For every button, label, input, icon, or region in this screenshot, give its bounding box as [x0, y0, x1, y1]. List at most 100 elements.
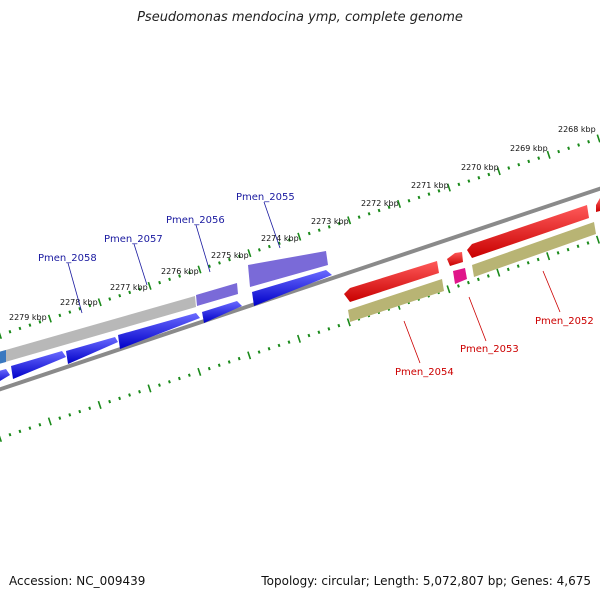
- major-tick: [197, 265, 202, 274]
- gene-label-pmen-2058: Pmen_2058: [38, 253, 97, 264]
- minor-tick: [257, 350, 261, 354]
- major-tick: [0, 435, 3, 443]
- scale-label: 2275 kbp: [211, 251, 249, 260]
- minor-tick: [516, 264, 520, 268]
- major-tick: [0, 332, 3, 340]
- major-tick: [446, 183, 451, 192]
- minor-tick: [228, 257, 231, 262]
- leader-line: [67, 262, 83, 314]
- minor-tick: [78, 307, 82, 311]
- major-tick: [596, 134, 600, 143]
- minor-tick: [327, 327, 331, 331]
- scale-label: 2272 kbp: [361, 199, 399, 208]
- minor-tick: [128, 290, 132, 295]
- minor-tick: [88, 406, 92, 410]
- minor-tick: [466, 280, 470, 285]
- minor-tick: [118, 396, 122, 401]
- scale-label: 2277 kbp: [110, 283, 148, 292]
- minor-tick: [536, 257, 540, 262]
- minor-tick: [267, 244, 271, 249]
- leader-line: [468, 296, 487, 342]
- minor-tick: [307, 333, 311, 338]
- minor-tick: [477, 176, 481, 180]
- major-tick: [595, 235, 600, 244]
- cds-arrow: [0, 369, 10, 381]
- minor-tick: [38, 423, 42, 427]
- minor-tick: [476, 277, 480, 282]
- minor-tick: [138, 287, 142, 291]
- minor-tick: [577, 143, 581, 147]
- minor-tick: [118, 293, 122, 298]
- minor-tick: [267, 347, 271, 351]
- minor-tick: [317, 228, 321, 232]
- minor-tick: [108, 297, 112, 301]
- minor-tick: [387, 205, 391, 209]
- minor-tick: [567, 146, 571, 151]
- minor-tick: [218, 261, 221, 265]
- blue-block-left: [0, 350, 6, 364]
- minor-tick: [78, 409, 82, 414]
- minor-tick: [507, 166, 511, 170]
- major-tick: [446, 285, 451, 294]
- minor-tick: [28, 426, 32, 430]
- minor-tick: [327, 225, 331, 229]
- minor-tick: [556, 251, 560, 255]
- minor-tick: [18, 429, 22, 434]
- cds-arrow: [252, 270, 332, 306]
- pmen-2056-feature: [196, 283, 238, 306]
- minor-tick: [277, 343, 281, 348]
- leader-line: [403, 320, 421, 364]
- minor-tick: [337, 323, 341, 328]
- minor-tick: [517, 162, 521, 167]
- scale-label: 2269 kbp: [510, 144, 548, 153]
- minor-tick: [407, 198, 411, 203]
- major-tick: [397, 199, 402, 209]
- olive-block-feature: [472, 222, 596, 277]
- minor-tick: [8, 329, 12, 334]
- minor-tick: [108, 399, 112, 404]
- minor-tick: [417, 195, 421, 200]
- leader-line: [195, 224, 211, 273]
- minor-tick: [277, 241, 281, 246]
- minor-tick: [8, 432, 12, 437]
- reverse-strand-features: [344, 198, 600, 322]
- major-tick: [296, 334, 302, 343]
- cds-arrow: [66, 337, 118, 364]
- major-tick: [297, 232, 302, 241]
- major-tick: [496, 167, 501, 176]
- minor-tick: [177, 376, 181, 381]
- minor-tick: [58, 313, 62, 318]
- minor-tick: [357, 215, 361, 219]
- minor-tick: [257, 248, 261, 252]
- minor-tick: [427, 192, 431, 196]
- pmen-2055-feature: [248, 251, 328, 287]
- minor-tick: [158, 280, 162, 285]
- cds-arrow: [467, 205, 589, 258]
- major-tick: [247, 249, 252, 258]
- minor-tick: [537, 156, 541, 160]
- minor-tick: [237, 356, 241, 361]
- major-tick: [147, 384, 152, 393]
- genome-backbone: [0, 186, 600, 392]
- gene-label-pmen-2053: Pmen_2053: [460, 344, 519, 355]
- minor-tick: [367, 212, 371, 216]
- minor-tick: [28, 323, 32, 327]
- major-tick: [197, 367, 202, 376]
- minor-tick: [128, 393, 131, 397]
- minor-tick: [526, 261, 530, 265]
- minor-tick: [437, 189, 441, 193]
- major-tick: [47, 417, 52, 426]
- minor-tick: [168, 277, 172, 282]
- inner-scale-ticks: [0, 235, 600, 443]
- minor-tick: [287, 340, 291, 344]
- minor-tick: [576, 244, 580, 249]
- minor-tick: [307, 231, 311, 236]
- minor-tick: [337, 221, 341, 226]
- minor-tick: [557, 149, 561, 154]
- major-tick: [347, 216, 352, 225]
- minor-tick: [217, 363, 221, 368]
- scale-label: 2268 kbp: [558, 125, 596, 134]
- major-tick: [546, 150, 551, 159]
- minor-tick: [158, 383, 161, 387]
